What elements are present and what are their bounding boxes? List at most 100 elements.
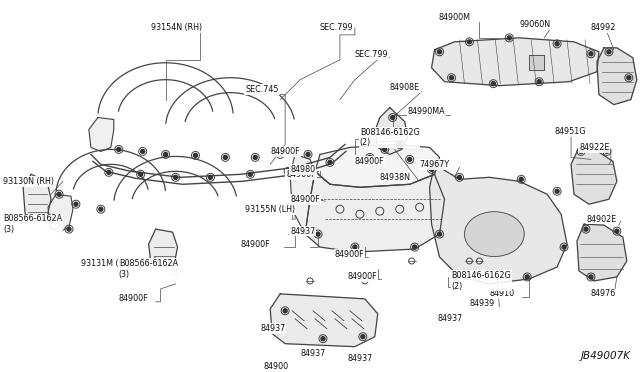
Polygon shape xyxy=(577,224,627,281)
Circle shape xyxy=(107,170,111,174)
Circle shape xyxy=(605,150,609,153)
Circle shape xyxy=(57,192,61,196)
Text: 93131M (LH): 93131M (LH) xyxy=(81,260,132,269)
Text: 84951G: 84951G xyxy=(554,127,586,136)
Text: 84908E: 84908E xyxy=(390,83,420,92)
Circle shape xyxy=(413,245,417,249)
Circle shape xyxy=(438,50,442,54)
Circle shape xyxy=(74,202,78,206)
Text: 84900M: 84900M xyxy=(438,13,470,22)
Polygon shape xyxy=(48,194,73,232)
Circle shape xyxy=(589,275,593,279)
Polygon shape xyxy=(305,171,445,252)
Circle shape xyxy=(519,177,524,181)
Text: JB49007K: JB49007K xyxy=(581,351,631,360)
Text: 84939: 84939 xyxy=(469,299,495,308)
Text: SEC.799: SEC.799 xyxy=(355,50,388,59)
Circle shape xyxy=(555,42,559,46)
Circle shape xyxy=(492,82,495,86)
Polygon shape xyxy=(375,108,408,154)
Circle shape xyxy=(278,153,282,156)
Circle shape xyxy=(223,155,227,159)
Circle shape xyxy=(193,153,198,157)
Circle shape xyxy=(449,76,454,80)
Circle shape xyxy=(139,172,143,176)
Circle shape xyxy=(253,155,257,159)
Circle shape xyxy=(408,157,412,161)
Circle shape xyxy=(164,153,168,156)
Text: 84937: 84937 xyxy=(290,227,316,235)
Text: 84992: 84992 xyxy=(591,23,616,32)
Circle shape xyxy=(579,150,583,153)
Text: 84900F: 84900F xyxy=(119,294,148,303)
Circle shape xyxy=(383,147,387,151)
Circle shape xyxy=(525,275,529,279)
Text: 84900F: 84900F xyxy=(290,195,320,204)
Polygon shape xyxy=(431,38,599,86)
Circle shape xyxy=(361,335,365,339)
Text: 84937: 84937 xyxy=(260,324,285,333)
Circle shape xyxy=(397,142,402,147)
Text: 84900F: 84900F xyxy=(348,272,378,282)
Text: 84980: 84980 xyxy=(290,165,316,174)
Text: 84900: 84900 xyxy=(264,362,289,371)
Circle shape xyxy=(49,217,53,221)
Circle shape xyxy=(429,167,433,171)
Text: 84902E: 84902E xyxy=(587,215,617,224)
Circle shape xyxy=(458,175,461,179)
Text: SEC.745: SEC.745 xyxy=(245,85,279,94)
Polygon shape xyxy=(597,48,637,105)
Text: SEC.799: SEC.799 xyxy=(320,23,354,32)
Circle shape xyxy=(467,40,472,44)
Ellipse shape xyxy=(465,212,524,257)
Text: 84900F: 84900F xyxy=(286,170,316,179)
Circle shape xyxy=(173,175,177,179)
Text: 84937: 84937 xyxy=(348,354,373,363)
Circle shape xyxy=(391,116,395,119)
Circle shape xyxy=(353,245,357,249)
Circle shape xyxy=(615,229,619,233)
Polygon shape xyxy=(315,144,440,187)
Circle shape xyxy=(438,232,442,236)
Text: 84990MA: 84990MA xyxy=(408,107,445,116)
Circle shape xyxy=(454,277,458,281)
Circle shape xyxy=(99,207,103,211)
Polygon shape xyxy=(148,229,177,267)
Text: 84922E: 84922E xyxy=(579,143,609,152)
Circle shape xyxy=(368,155,372,159)
Text: 84937: 84937 xyxy=(300,349,325,358)
Circle shape xyxy=(627,76,631,80)
Circle shape xyxy=(589,52,593,56)
Polygon shape xyxy=(89,118,114,151)
Circle shape xyxy=(508,36,511,40)
Text: 93155N (LH): 93155N (LH) xyxy=(245,205,296,214)
Text: 84900F: 84900F xyxy=(240,240,270,248)
Text: 84938N: 84938N xyxy=(380,173,411,182)
Circle shape xyxy=(328,160,332,164)
Polygon shape xyxy=(429,164,567,284)
Text: 93130N (RH): 93130N (RH) xyxy=(3,177,54,186)
Text: 99060N: 99060N xyxy=(519,20,550,29)
Circle shape xyxy=(209,175,212,179)
Polygon shape xyxy=(571,147,617,204)
Circle shape xyxy=(141,150,145,153)
Text: 84900F: 84900F xyxy=(335,250,365,259)
Polygon shape xyxy=(290,154,315,234)
Text: B08146-6162G
(2): B08146-6162G (2) xyxy=(451,271,511,291)
Circle shape xyxy=(607,50,611,54)
Circle shape xyxy=(321,337,325,341)
Circle shape xyxy=(286,169,290,173)
Text: 84900F: 84900F xyxy=(270,147,300,156)
Text: B08566-6162A
(3): B08566-6162A (3) xyxy=(3,214,62,234)
Text: 84937: 84937 xyxy=(438,314,463,323)
Circle shape xyxy=(537,80,541,84)
Circle shape xyxy=(438,162,442,166)
Circle shape xyxy=(584,227,588,231)
Circle shape xyxy=(248,172,252,176)
Text: 74967Y: 74967Y xyxy=(420,160,450,169)
Text: B08146-6162G
(2): B08146-6162G (2) xyxy=(360,128,420,147)
Circle shape xyxy=(562,245,566,249)
Polygon shape xyxy=(270,294,378,347)
Text: 84910: 84910 xyxy=(490,289,515,298)
Circle shape xyxy=(283,309,287,313)
